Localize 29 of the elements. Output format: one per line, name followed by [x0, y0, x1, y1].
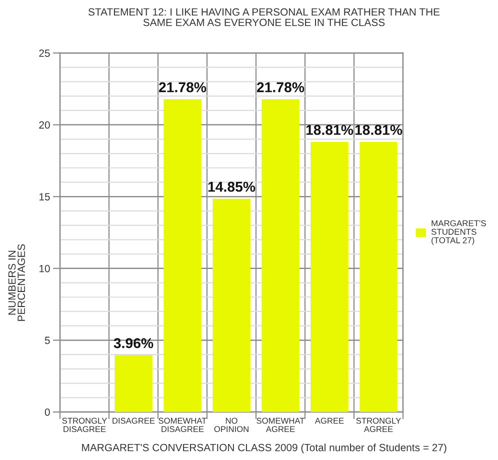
y-tick-label: 0: [44, 408, 50, 416]
y-tick-label: 5: [44, 336, 50, 344]
y-axis-title: NUMBERS IN PERCENTAGES: [8, 244, 26, 321]
y-tick-label: 10: [39, 264, 50, 272]
legend-label: MARGARET'S STUDENTS (TOTAL 27): [431, 220, 486, 245]
data-label: 21.78%: [256, 82, 304, 92]
data-label: 18.81%: [306, 124, 354, 135]
data-label: 14.85%: [208, 182, 256, 192]
data-label: 3.96%: [114, 338, 154, 348]
bar: [360, 142, 398, 412]
bar: [262, 99, 300, 412]
x-tick-label: SOMEWHAT DISAGREE: [158, 418, 207, 432]
y-tick-label: 25: [39, 50, 50, 57]
x-tick-label: SOMEWHAT AGREE: [256, 418, 305, 432]
x-tick-label: STRONGLY DISAGREE: [62, 418, 107, 432]
data-label: 18.81%: [355, 124, 402, 135]
bar: [310, 142, 348, 412]
bar: [164, 99, 202, 412]
x-axis-title: MARGARET'S CONVERSATION CLASS 2009 (Total number of Students = 27): [82, 444, 446, 454]
chart-title: STATEMENT 12: I LIKE HAVING A PERSONAL EXAM RATHER THAN THE SAME EXAM AS EVERYONE ELSE IN THE CLASS: [88, 8, 440, 26]
bar: [212, 198, 250, 412]
bar: [114, 355, 152, 412]
x-tick-label: STRONGLY AGREE: [356, 418, 401, 432]
x-tick-label: NO OPINION: [214, 418, 248, 432]
x-tick-label: AGREE: [314, 418, 344, 424]
y-tick-label: 15: [39, 193, 50, 200]
data-label: 21.78%: [158, 82, 206, 92]
y-tick-label: 20: [39, 121, 50, 129]
x-tick-label: DISAGREE: [112, 418, 155, 424]
